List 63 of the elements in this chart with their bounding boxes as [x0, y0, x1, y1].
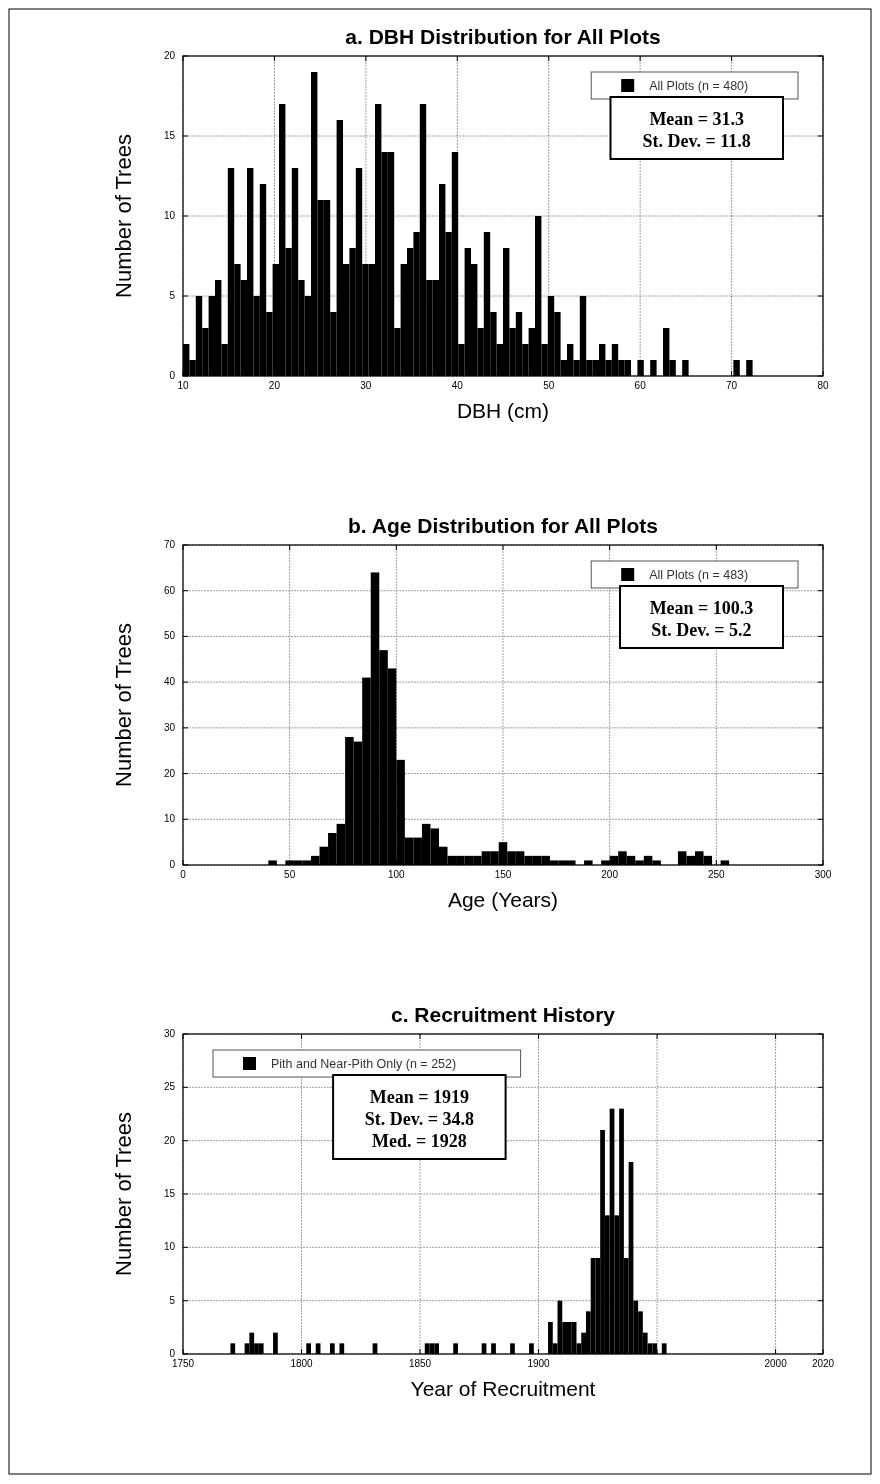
y-tick-label: 15	[163, 130, 176, 141]
x-tick-label: 0	[180, 869, 187, 880]
y-tick-label: 20	[163, 1134, 176, 1146]
y-axis-title: Number of Trees	[111, 134, 136, 298]
x-tick-label: 1750	[171, 1358, 195, 1369]
x-axis-title: DBH (cm)	[456, 399, 550, 422]
legend-label: All Plots (n = 483)	[649, 568, 749, 582]
x-tick-label: 20	[268, 380, 281, 391]
y-tick-label: 10	[163, 813, 176, 825]
legend-label: All Plots (n = 480)	[649, 79, 749, 93]
y-tick-label: 60	[163, 584, 176, 596]
y-tick-label: 5	[169, 290, 176, 301]
annotation: Mean = 31.3	[649, 109, 745, 129]
y-tick-label: 25	[163, 1081, 176, 1093]
y-tick-label: 40	[163, 676, 176, 688]
y-tick-label: 15	[163, 1188, 176, 1199]
x-tick-label: 150	[494, 869, 512, 880]
chart-title: b. Age Distribution for All Plots	[348, 514, 658, 537]
y-tick-label: 0	[169, 1348, 176, 1359]
x-tick-label: 1800	[290, 1358, 314, 1369]
y-axis-title: Number of Trees	[111, 623, 136, 787]
y-tick-label: 20	[163, 50, 176, 61]
chart-title: c. Recruitment History	[390, 1003, 616, 1026]
annotation: Mean = 1919	[369, 1087, 469, 1107]
annotation: St. Dev. = 34.8	[364, 1109, 474, 1129]
annotation: St. Dev. = 5.2	[651, 620, 752, 640]
y-tick-label: 10	[163, 210, 176, 221]
x-tick-label: 80	[817, 380, 829, 391]
x-tick-label: 60	[634, 380, 647, 391]
x-tick-label: 40	[451, 380, 464, 391]
stats-text-box: Mean = 31.3 St. Dev. = 11.8	[609, 96, 784, 160]
annotation: Mean = 100.3	[649, 598, 754, 618]
y-axis-title: Number of Trees	[111, 1112, 136, 1276]
stats-text-box: Mean = 100.3 St. Dev. = 5.2	[619, 585, 784, 649]
x-tick-label: 50	[543, 380, 555, 391]
y-tick-label: 50	[163, 630, 176, 642]
x-tick-label: 1850	[408, 1358, 432, 1369]
y-tick-label: 30	[163, 1028, 176, 1039]
annotation: St. Dev. = 11.8	[642, 131, 751, 151]
x-tick-label: 200	[601, 869, 619, 880]
x-tick-label: 2000	[764, 1358, 788, 1369]
x-axis-title: Age (Years)	[447, 888, 559, 911]
x-tick-label: 10	[177, 380, 189, 391]
x-tick-label: 100	[387, 869, 406, 880]
stats-text-box: Mean = 1919 St. Dev. = 34.8 Med. = 1928	[332, 1074, 507, 1160]
y-tick-label: 30	[163, 721, 176, 733]
x-tick-label: 1900	[527, 1358, 551, 1369]
legend-label: Pith and Near-Pith Only (n = 252)	[271, 1057, 457, 1071]
x-tick-label: 2020	[811, 1358, 835, 1369]
x-tick-label: 30	[360, 380, 372, 391]
y-tick-label: 20	[163, 767, 176, 779]
x-tick-label: 70	[726, 380, 738, 391]
chart-title: a. DBH Distribution for All Plots	[345, 25, 661, 48]
annotation: Med. = 1928	[371, 1131, 467, 1151]
x-tick-label: 300	[814, 869, 832, 880]
y-tick-label: 0	[169, 859, 176, 870]
y-tick-label: 70	[163, 539, 176, 550]
x-axis-title: Year of Recruitment	[410, 1377, 596, 1400]
y-tick-label: 0	[169, 370, 176, 381]
y-tick-label: 10	[163, 1241, 176, 1253]
x-tick-label: 50	[284, 869, 296, 880]
y-tick-label: 5	[169, 1294, 176, 1306]
x-tick-label: 250	[707, 869, 726, 880]
